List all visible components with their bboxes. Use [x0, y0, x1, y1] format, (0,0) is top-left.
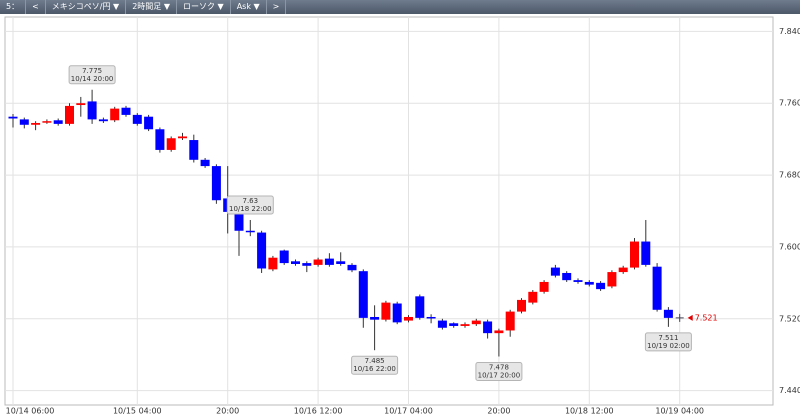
- annotation-value: 7.511: [658, 334, 678, 342]
- candle-body: [550, 267, 560, 276]
- candle-body: [279, 250, 289, 264]
- candle-body: [245, 230, 255, 233]
- candle-body: [87, 101, 97, 120]
- candle-body: [505, 311, 515, 331]
- candle-body: [573, 280, 583, 282]
- candle-body: [42, 121, 52, 123]
- candle-body: [132, 114, 142, 124]
- candle-body: [381, 302, 391, 320]
- annotation-value: 7.63: [243, 197, 259, 205]
- toolbar-item[interactable]: 5：: [0, 0, 27, 14]
- candle-body: [528, 291, 538, 303]
- candle-body: [65, 105, 74, 124]
- y-tick-label: 7.840: [779, 27, 800, 36]
- candle-body: [324, 258, 334, 265]
- y-tick-label: 7.520: [779, 314, 800, 323]
- candle-body: [415, 296, 425, 318]
- x-tick-label: 10/15 04:00: [113, 407, 162, 415]
- chart: 7.440 7.520 7.600 7.680 7.760 7.840 10/14 06:0…: [4, 16, 800, 415]
- candle-body: [663, 309, 673, 318]
- candle-body: [155, 129, 165, 150]
- x-tick-label: 10/14 06:00: [6, 407, 55, 415]
- annotation-value: 7.478: [489, 364, 509, 372]
- y-tick-label: 7.440: [779, 386, 800, 395]
- candle-body: [404, 316, 413, 321]
- candle-body: [426, 316, 436, 319]
- x-tick-label: 10/18 12:00: [565, 407, 614, 415]
- x-tick-label: 20:00: [487, 407, 510, 415]
- candle-body: [652, 266, 662, 310]
- annotation-box: [475, 362, 523, 381]
- y-tick-label: 7.760: [779, 99, 800, 108]
- candle-body: [539, 281, 549, 292]
- candle-body: [121, 107, 131, 115]
- candle-body: [144, 116, 154, 130]
- toolbar-item[interactable]: ローソク ▼: [177, 0, 231, 14]
- toolbar-item[interactable]: メキシコペソ/円 ▼: [46, 0, 127, 14]
- candle-body: [370, 316, 380, 320]
- candle-body: [437, 320, 447, 328]
- candle-body: [336, 261, 346, 264]
- x-tick-label: 10/16 12:00: [294, 407, 343, 415]
- candle-body: [562, 272, 572, 281]
- y-tick-label: 7.600: [779, 242, 800, 251]
- candle-body: [641, 241, 651, 265]
- candle-body: [166, 138, 176, 150]
- candle-body: [189, 140, 199, 160]
- toolbar-item[interactable]: 2時間足 ▼: [126, 0, 177, 14]
- candle-body: [471, 320, 481, 325]
- annotation-label: 10/14 20:00: [71, 75, 114, 83]
- candle-body: [31, 122, 41, 125]
- annotation-label: 10/17 20:00: [478, 372, 521, 380]
- annotation-label: 10/19 02:00: [647, 342, 690, 350]
- annotation-value: 7.485: [365, 357, 385, 365]
- candle-body: [19, 119, 29, 125]
- candle-body: [53, 120, 63, 124]
- toolbar-item[interactable]: >: [267, 0, 287, 14]
- candle-body: [596, 282, 606, 290]
- candle-body: [257, 232, 267, 269]
- candle-body: [110, 108, 120, 121]
- candle-body: [392, 303, 402, 323]
- x-tick-label: 10/19 04:00: [655, 407, 704, 415]
- candle-body: [234, 212, 244, 231]
- candle-body: [200, 159, 210, 167]
- candle-body: [358, 271, 368, 318]
- candle-body: [178, 136, 187, 139]
- candle-body: [618, 267, 628, 273]
- annotation-box: [644, 332, 692, 352]
- candle-body: [494, 330, 504, 334]
- last-price-label: 7.521: [695, 313, 718, 322]
- y-tick-label: 7.680: [779, 171, 800, 180]
- candle-body: [302, 263, 312, 266]
- candle-body: [449, 323, 459, 326]
- x-tick-label: 20:00: [216, 407, 239, 415]
- candle-body: [313, 259, 323, 265]
- toolbar: 5： < メキシコペソ/円 ▼ 2時間足 ▼ ローソク ▼ Ask ▼ >: [0, 0, 800, 14]
- annotation-box: [68, 65, 116, 85]
- candle-body: [607, 272, 617, 287]
- toolbar-item[interactable]: Ask ▼: [231, 0, 267, 14]
- candle-body: [460, 324, 470, 326]
- candle-body: [291, 261, 300, 264]
- candle-body: [268, 257, 278, 270]
- candle-body: [630, 241, 639, 268]
- toolbar-item[interactable]: <: [26, 0, 46, 14]
- annotation-label: 10/18 22:00: [229, 205, 272, 213]
- last-price-arrow: [687, 314, 693, 321]
- annotation-label: 10/16 22:00: [353, 365, 396, 373]
- candle-body: [76, 103, 86, 106]
- candle-body: [584, 281, 594, 285]
- annotation-box: [351, 355, 399, 375]
- candle-body: [517, 299, 526, 312]
- candle-body: [8, 116, 18, 119]
- annotation-box: [226, 195, 274, 215]
- candle-body: [347, 264, 357, 271]
- candle-body: [211, 166, 221, 201]
- candle-body: [483, 321, 493, 334]
- x-tick-label: 10/17 04:00: [384, 407, 433, 415]
- candle-body: [98, 119, 108, 122]
- annotation-value: 7.775: [82, 67, 102, 75]
